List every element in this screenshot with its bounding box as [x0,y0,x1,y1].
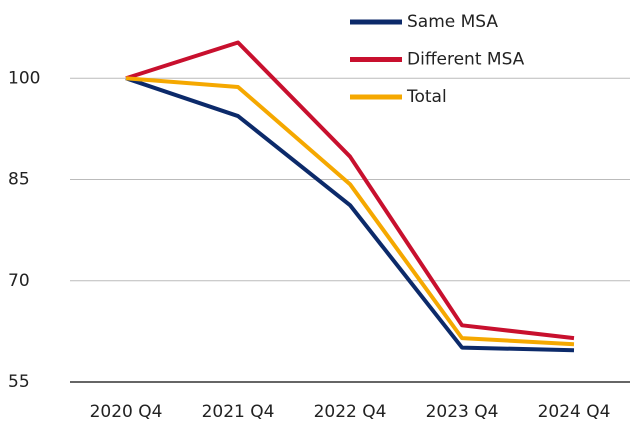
x-tick-label: 2021 Q4 [202,402,275,422]
series-line [125,76,575,353]
y-tick-label: 70 [8,271,30,291]
legend-label: Different MSA [407,50,525,70]
legend-label: Total [406,87,447,107]
series-line [125,76,575,347]
series-line [125,40,575,341]
x-tick-label: 2024 Q4 [538,402,611,422]
y-tick-label: 100 [8,68,40,88]
y-tick-label: 85 [8,170,30,190]
y-tick-label: 55 [8,372,30,392]
x-tick-label: 2022 Q4 [314,402,387,422]
x-tick-label: 2023 Q4 [426,402,499,422]
legend-label: Same MSA [407,12,498,32]
x-tick-label: 2020 Q4 [90,402,163,422]
